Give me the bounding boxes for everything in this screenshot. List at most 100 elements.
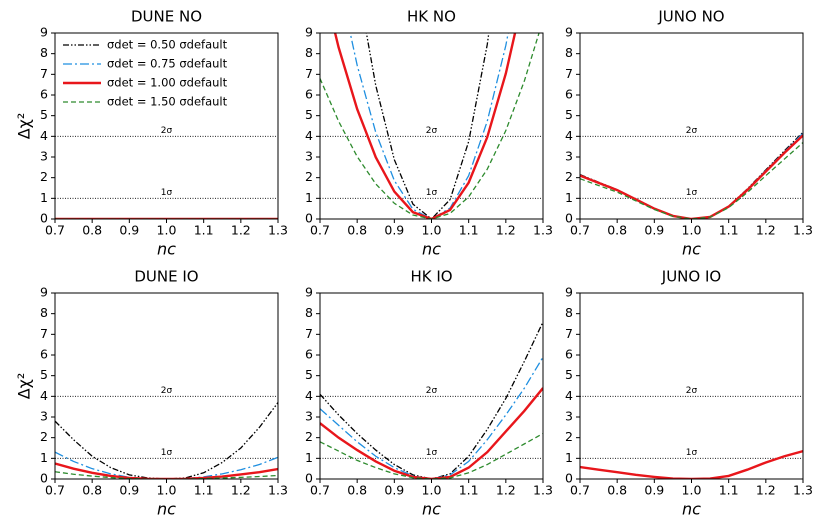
y-tick-label: 9 bbox=[305, 25, 313, 40]
x-tick-label: 1.2 bbox=[231, 223, 251, 238]
x-tick-label: 1.1 bbox=[194, 483, 214, 498]
x-tick-label: 1.3 bbox=[533, 223, 553, 238]
y-tick-label: 2 bbox=[565, 169, 573, 184]
x-tick-label: 1.2 bbox=[756, 483, 776, 498]
x-tick-label: 0.8 bbox=[347, 223, 367, 238]
y-tick-label: 6 bbox=[40, 87, 48, 102]
series-group bbox=[580, 449, 803, 479]
y-tick-label: 8 bbox=[565, 45, 573, 60]
y-tick-label: 0 bbox=[305, 211, 313, 226]
series-line bbox=[320, 356, 543, 479]
y-tick-label: 6 bbox=[305, 347, 313, 362]
reference-label: 2σ bbox=[686, 386, 698, 396]
x-tick-label: 0.9 bbox=[384, 483, 404, 498]
series-line bbox=[55, 451, 278, 479]
panel: JUNO NO 2σ 1σ 0.7 0.8 0.9 1.0 1.1 1.2 1.3 0 1 2 3 4 5 6 7… bbox=[565, 8, 813, 259]
x-tick-label: 1.2 bbox=[496, 223, 516, 238]
series-group bbox=[580, 131, 803, 219]
series-line bbox=[320, 387, 543, 479]
reference-label: 2σ bbox=[686, 126, 698, 136]
y-tick-label: 8 bbox=[40, 305, 48, 320]
y-tick-label: 2 bbox=[565, 429, 573, 444]
y-tick-label: 3 bbox=[305, 149, 313, 164]
y-tick-label: 1 bbox=[305, 450, 313, 465]
legend-label: σdet = 1.50 σdefault bbox=[107, 95, 228, 109]
series-line bbox=[320, 432, 543, 479]
x-axis-label: nc bbox=[157, 240, 176, 259]
y-tick-label: 2 bbox=[40, 169, 48, 184]
series-line bbox=[333, 33, 517, 219]
series-group bbox=[320, 33, 540, 219]
legend-label: σdet = 0.50 σdefault bbox=[107, 38, 228, 52]
x-tick-label: 1.2 bbox=[496, 483, 516, 498]
reference-label: 2σ bbox=[426, 386, 438, 396]
y-tick-label: 3 bbox=[565, 149, 573, 164]
series-line bbox=[580, 449, 803, 479]
y-tick-label: 9 bbox=[565, 285, 573, 300]
x-tick-label: 0.9 bbox=[384, 223, 404, 238]
y-tick-label: 0 bbox=[40, 211, 48, 226]
y-tick-label: 7 bbox=[40, 326, 48, 341]
y-tick-label: 2 bbox=[305, 429, 313, 444]
reference-label: 2σ bbox=[426, 126, 438, 136]
y-tick-label: 5 bbox=[40, 107, 48, 122]
reference-label: 1σ bbox=[686, 448, 698, 458]
panel-title: DUNE IO bbox=[134, 268, 198, 286]
y-tick-label: 5 bbox=[305, 107, 313, 122]
reference-label: 1σ bbox=[426, 188, 438, 198]
x-tick-label: 0.8 bbox=[607, 223, 627, 238]
x-tick-label: 1.0 bbox=[682, 223, 702, 238]
y-tick-label: 8 bbox=[40, 45, 48, 60]
x-axis-label: nc bbox=[422, 500, 441, 519]
y-tick-label: 7 bbox=[565, 66, 573, 81]
x-tick-label: 1.3 bbox=[268, 483, 288, 498]
x-tick-label: 1.0 bbox=[422, 223, 442, 238]
series-line bbox=[580, 134, 803, 219]
series-line bbox=[580, 132, 803, 219]
y-tick-label: 9 bbox=[40, 25, 48, 40]
y-tick-label: 6 bbox=[565, 87, 573, 102]
y-tick-label: 5 bbox=[305, 367, 313, 382]
legend-label: σdet = 0.75 σdefault bbox=[107, 57, 228, 71]
x-tick-label: 1.3 bbox=[793, 483, 813, 498]
y-tick-label: 4 bbox=[40, 388, 48, 403]
panel-title: JUNO NO bbox=[657, 8, 724, 26]
y-tick-label: 3 bbox=[305, 409, 313, 424]
y-tick-label: 4 bbox=[305, 128, 313, 143]
x-tick-label: 1.2 bbox=[756, 223, 776, 238]
x-tick-label: 0.7 bbox=[45, 223, 65, 238]
y-tick-label: 8 bbox=[305, 305, 313, 320]
panel: DUNE IO 2σ 1σ 0.7 0.8 0.9 1.0 1.1 1.2 1.3 0 1 2 3 4 5 6 7… bbox=[15, 268, 288, 519]
x-tick-label: 0.7 bbox=[570, 223, 590, 238]
reference-label: 2σ bbox=[161, 126, 173, 136]
series-line bbox=[320, 33, 540, 219]
x-tick-label: 1.1 bbox=[719, 483, 739, 498]
series-group bbox=[320, 321, 543, 479]
x-tick-label: 0.7 bbox=[570, 483, 590, 498]
x-tick-label: 0.8 bbox=[607, 483, 627, 498]
panel: JUNO IO 2σ 1σ 0.7 0.8 0.9 1.0 1.1 1.2 1.3 0 1 2 3 4 5 6 7… bbox=[565, 268, 813, 519]
panel: DUNE NO 2σ 1σ 0.7 0.8 0.9 1.0 1.1 1.2 1.3 0 1 2 3 4 5 6 7… bbox=[15, 8, 288, 259]
y-tick-label: 7 bbox=[305, 66, 313, 81]
x-tick-label: 1.0 bbox=[157, 483, 177, 498]
legend-label: σdet = 1.00 σdefault bbox=[107, 76, 228, 90]
y-tick-label: 0 bbox=[565, 471, 573, 486]
y-tick-label: 6 bbox=[565, 347, 573, 362]
x-axis-label: nc bbox=[157, 500, 176, 519]
y-tick-label: 3 bbox=[565, 409, 573, 424]
x-axis-label: nc bbox=[682, 500, 701, 519]
x-axis-label: nc bbox=[422, 240, 441, 259]
y-tick-label: 6 bbox=[305, 87, 313, 102]
y-tick-label: 4 bbox=[565, 388, 573, 403]
x-tick-label: 1.1 bbox=[459, 483, 479, 498]
y-tick-label: 0 bbox=[565, 211, 573, 226]
y-tick-label: 1 bbox=[305, 190, 313, 205]
y-tick-label: 4 bbox=[40, 128, 48, 143]
y-axis-label: Δχ² bbox=[15, 113, 34, 140]
x-tick-label: 0.8 bbox=[82, 223, 102, 238]
reference-label: 1σ bbox=[161, 448, 173, 458]
x-tick-label: 1.0 bbox=[422, 483, 442, 498]
series-line bbox=[580, 131, 803, 219]
y-tick-label: 1 bbox=[565, 190, 573, 205]
